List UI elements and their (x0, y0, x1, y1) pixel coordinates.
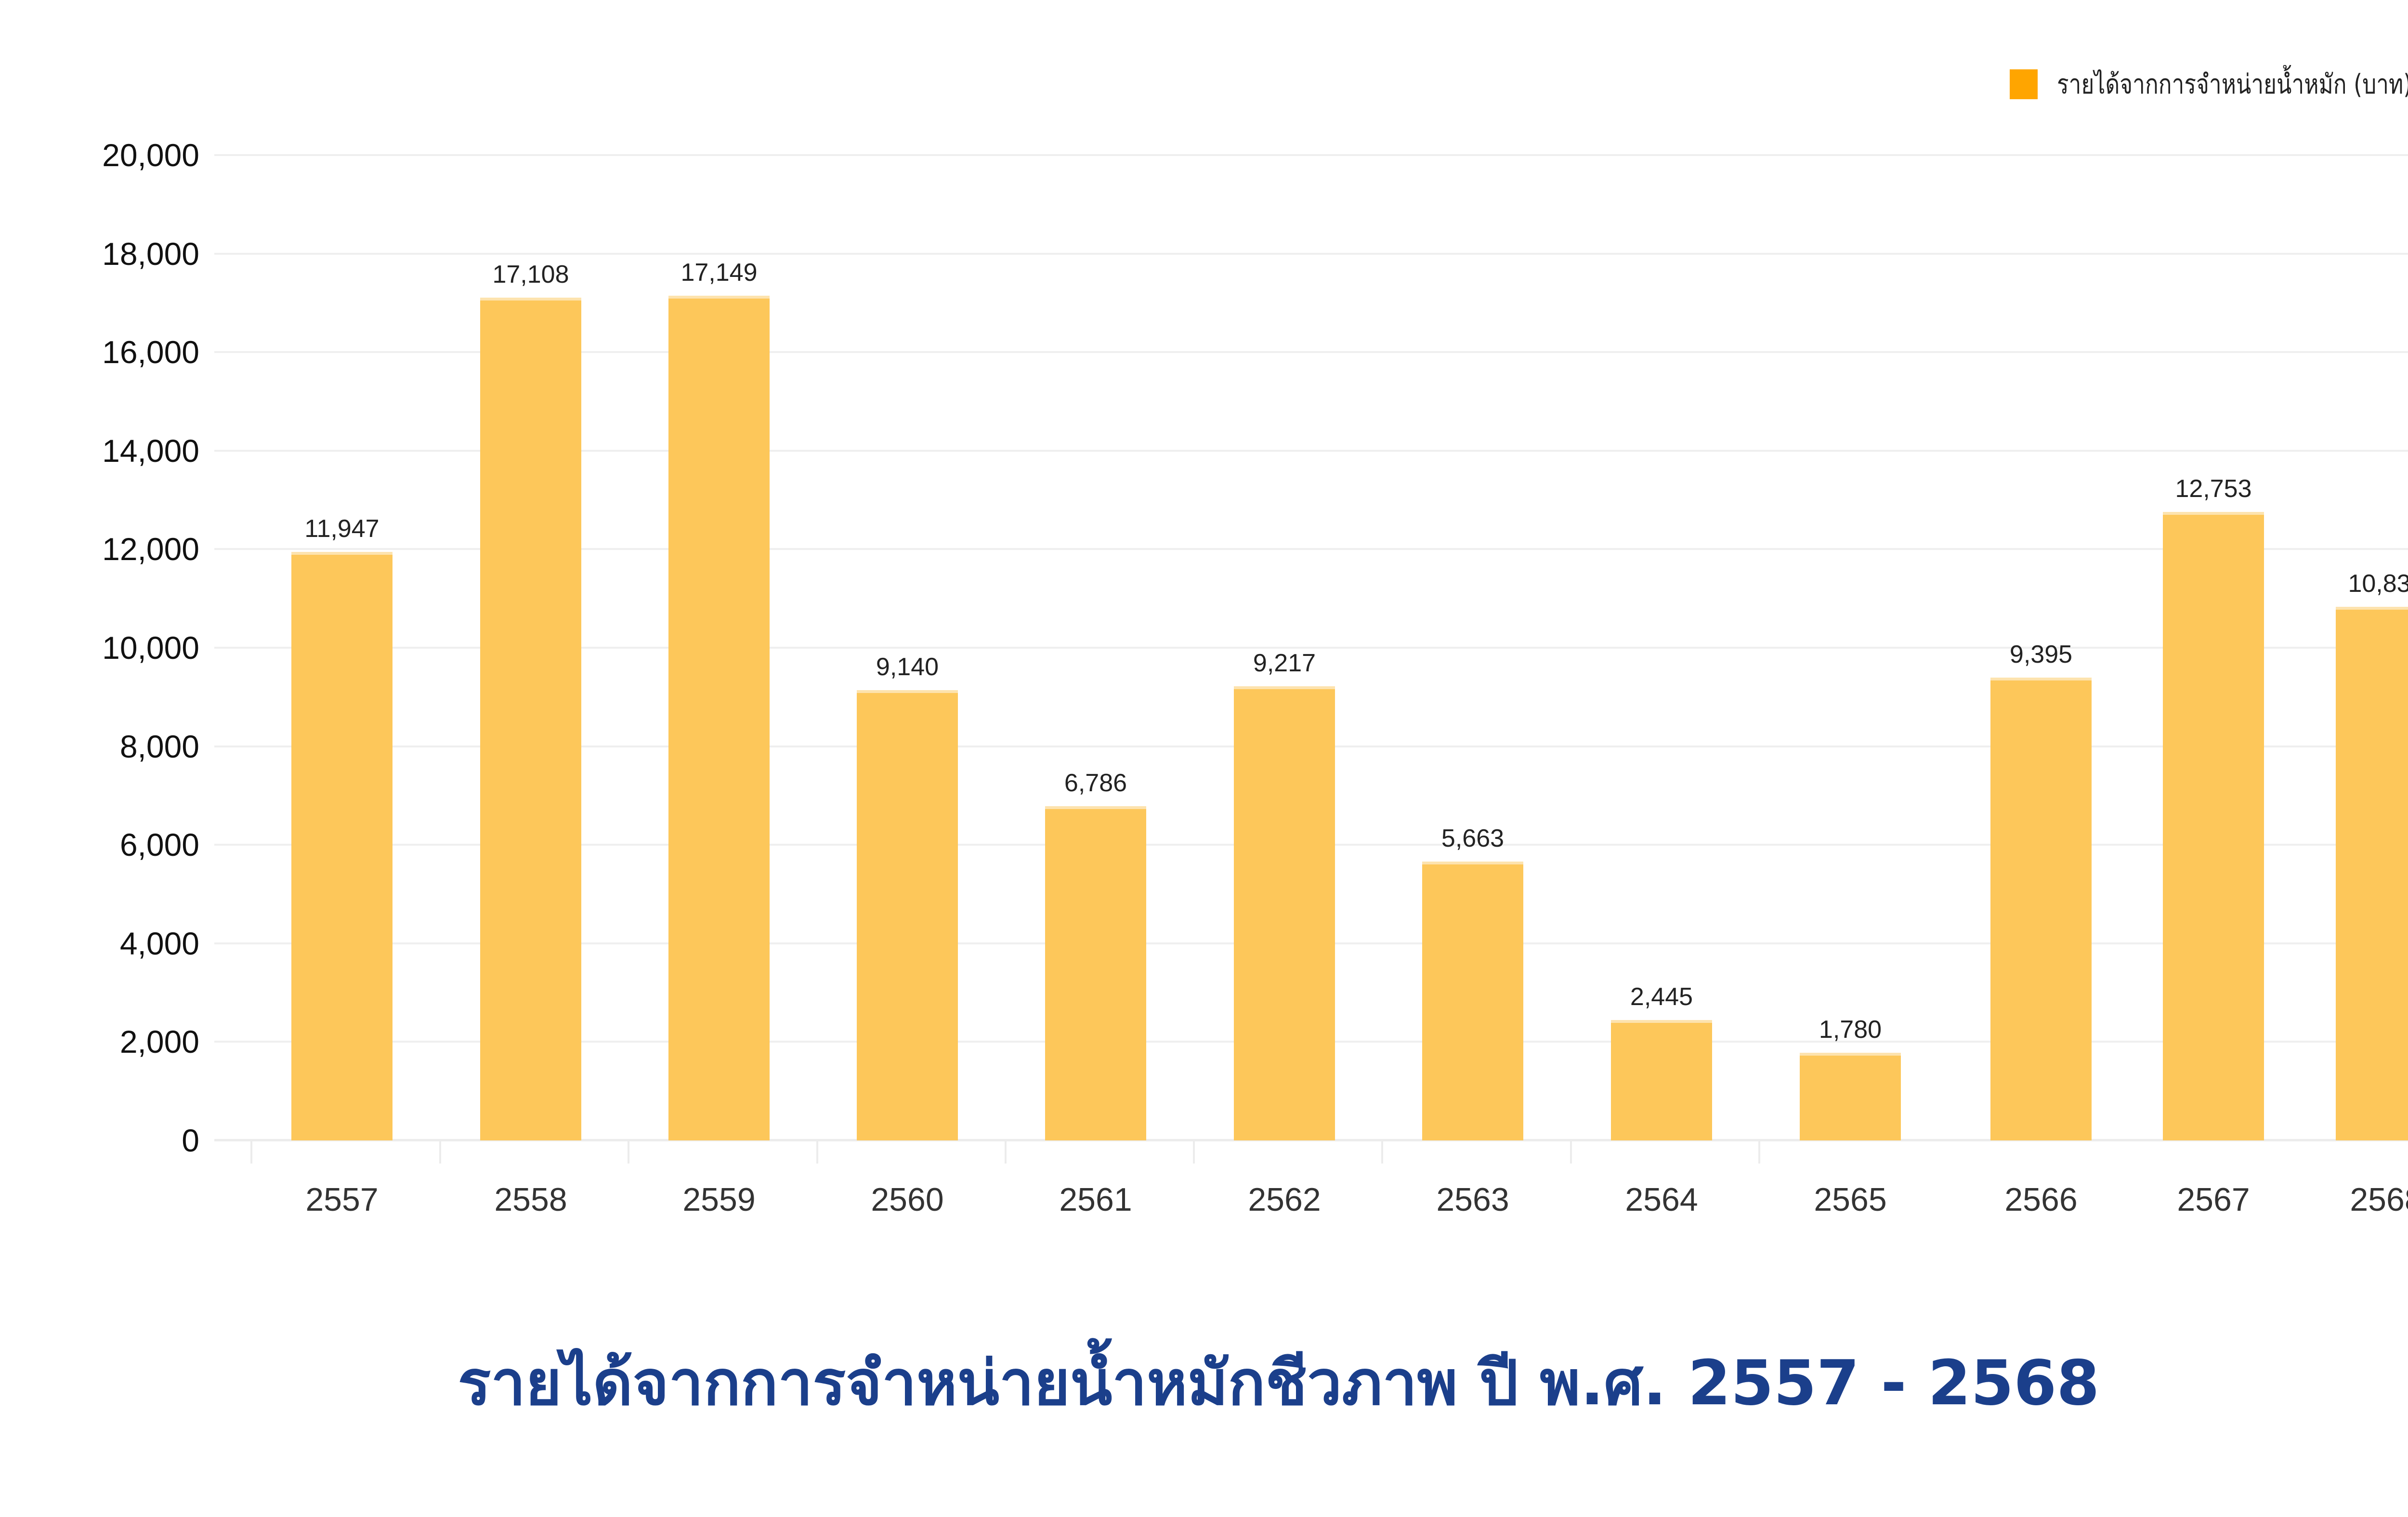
x-tick-mark (250, 1140, 252, 1164)
plot-area: 0 2,000 4,000 6,000 8,000 10,000 12,000 14,000 1… (102, 137, 2408, 1218)
bar-value-label: 11,947 (304, 514, 380, 543)
bar-2565[interactable] (1800, 1052, 1901, 1140)
bar-2558[interactable] (480, 297, 581, 1140)
x-tick-label: 2568 (2350, 1181, 2408, 1218)
y-tick-label: 14,000 (102, 432, 199, 469)
bar-value-label: 17,149 (681, 258, 758, 287)
x-tick-mark (1570, 1140, 1572, 1164)
x-tick-mark (1193, 1140, 1195, 1164)
x-tick-mark (628, 1140, 629, 1164)
bar-value-label: 5,663 (1441, 824, 1505, 852)
y-tick-label: 10,000 (102, 630, 199, 666)
bar-2559[interactable] (668, 295, 770, 1140)
x-tick-label: 2566 (2004, 1181, 2078, 1218)
gridline (214, 154, 2408, 156)
legend: รายได้จากการจำหน่ายน้ำหมัก (บาท) (2009, 63, 2408, 105)
x-tick-mark (439, 1140, 441, 1164)
x-tick-mark (1758, 1140, 1760, 1164)
y-tick-label: 16,000 (102, 334, 199, 370)
x-tick-label: 2558 (494, 1181, 567, 1218)
bar-2567[interactable] (2163, 512, 2264, 1140)
x-tick-label: 2567 (2177, 1181, 2250, 1218)
bar-2562[interactable] (1234, 686, 1335, 1140)
x-tick-label: 2559 (682, 1181, 756, 1218)
bar-value-label: 17,108 (492, 260, 569, 288)
bar-value-label: 1,780 (1819, 1015, 1882, 1044)
x-tick-label: 2564 (1625, 1181, 1698, 1218)
x-tick-label: 2565 (1814, 1181, 1887, 1218)
y-tick-label: 18,000 (102, 235, 199, 272)
y-tick-label: 12,000 (102, 531, 199, 567)
bar-2560[interactable] (857, 690, 958, 1140)
y-tick-label: 6,000 (119, 827, 199, 863)
legend-label: รายได้จากการจำหน่ายน้ำหมัก (บาท) (2056, 69, 2408, 100)
y-tick-label: 20,000 (102, 137, 199, 173)
bar-value-label: 6,786 (1064, 769, 1127, 797)
x-tick-label: 2557 (305, 1181, 379, 1218)
gridline (214, 351, 2408, 353)
bar-2557[interactable] (291, 551, 393, 1140)
gridline (214, 449, 2408, 452)
y-tick-label: 8,000 (119, 728, 199, 764)
bar-2564[interactable] (1611, 1020, 1712, 1140)
bar-value-label: 9,140 (876, 653, 939, 681)
y-tick-label: 4,000 (119, 925, 199, 961)
legend-swatch (2009, 69, 2038, 99)
x-tick-mark (1381, 1140, 1383, 1164)
y-tick-label: 0 (182, 1123, 199, 1158)
x-tick-label: 2562 (1248, 1181, 1321, 1218)
bar-2563[interactable] (1422, 861, 1523, 1140)
bar-2566[interactable] (1990, 677, 2092, 1140)
bar-value-label: 2,445 (1630, 982, 1693, 1011)
bar-2568[interactable] (2336, 606, 2408, 1140)
y-tick-label: 2,000 (119, 1024, 199, 1060)
chart-title: รายได้จากการจำหน่ายน้ำหมักชีวภาพ ปี พ.ศ.… (458, 1347, 2100, 1419)
gridline (214, 647, 2408, 649)
x-tick-mark (816, 1140, 818, 1164)
bar-2561[interactable] (1045, 806, 1146, 1140)
x-tick-label: 2560 (871, 1181, 944, 1218)
bar-value-label: 9,395 (2009, 640, 2073, 668)
bar-value-label: 12,753 (2175, 475, 2252, 503)
x-tick-mark (1005, 1140, 1007, 1164)
gridline (214, 548, 2408, 550)
gridline (214, 252, 2408, 255)
x-tick-label: 2563 (1436, 1181, 1509, 1218)
bar-value-label: 9,217 (1253, 649, 1316, 678)
bar-value-label: 10,835 (2348, 569, 2408, 598)
x-tick-label: 2561 (1059, 1181, 1132, 1218)
